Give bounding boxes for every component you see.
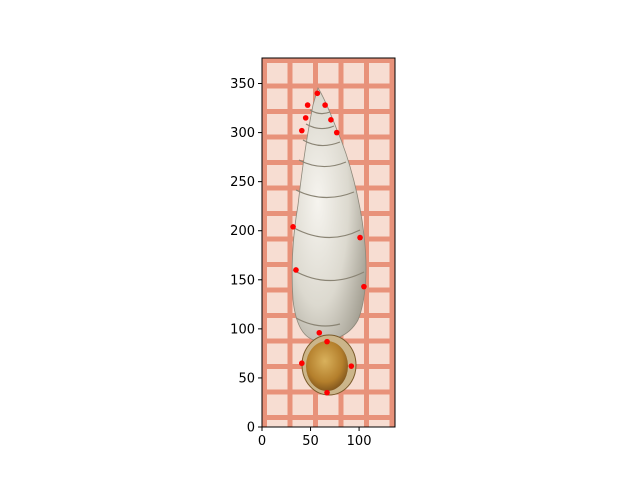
data-point-3 bbox=[322, 102, 328, 108]
x-tick-label: 0 bbox=[258, 434, 266, 449]
data-point-4 bbox=[302, 115, 309, 121]
specimen-photo bbox=[262, 58, 395, 427]
data-point-1 bbox=[314, 90, 321, 97]
axes-frame bbox=[261, 57, 396, 428]
data-point-5 bbox=[328, 117, 334, 123]
y-tick-label: 300 bbox=[230, 126, 255, 141]
data-point-13 bbox=[324, 338, 330, 345]
shell-aperture bbox=[306, 341, 348, 391]
data-point-7 bbox=[333, 129, 340, 136]
y-tick-label: 350 bbox=[230, 77, 255, 92]
y-tick-label: 200 bbox=[230, 224, 255, 239]
data-point-12 bbox=[316, 329, 323, 336]
data-point-2 bbox=[304, 102, 311, 108]
data-point-9 bbox=[357, 234, 363, 241]
x-tick-label: 100 bbox=[347, 434, 372, 449]
data-point-6 bbox=[299, 127, 305, 134]
y-tick-label: 250 bbox=[230, 175, 255, 190]
landmark-points bbox=[290, 90, 367, 396]
x-tick-label: 50 bbox=[302, 434, 319, 449]
data-point-8 bbox=[290, 223, 296, 230]
x-axis: 0 50 100 bbox=[258, 427, 372, 449]
y-axis: 0 50 100 150 200 250 300 350 bbox=[230, 77, 262, 436]
y-tick-label: 0 bbox=[247, 421, 255, 436]
data-point-10 bbox=[293, 267, 299, 273]
data-point-14 bbox=[299, 360, 305, 367]
y-tick-label: 50 bbox=[238, 371, 255, 386]
data-point-11 bbox=[361, 283, 367, 290]
shell-suture-lines bbox=[292, 109, 365, 327]
y-tick-label: 100 bbox=[230, 322, 255, 337]
plot-area: 0 50 100 0 50 100 150 200 250 300 350 bbox=[230, 57, 396, 449]
y-tick-label: 150 bbox=[230, 273, 255, 288]
data-point-15 bbox=[348, 363, 355, 369]
data-point-16 bbox=[324, 389, 330, 396]
